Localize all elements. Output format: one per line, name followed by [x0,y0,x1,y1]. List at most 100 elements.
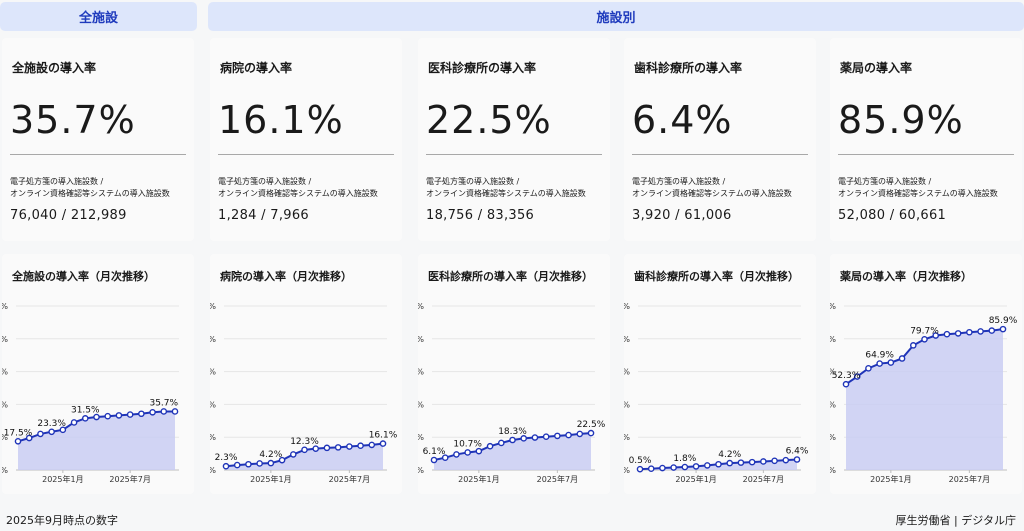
data-point [932,332,940,339]
data-point [379,440,387,447]
data-point [357,442,364,450]
kpi-note-line1: 電子処方箋の導入施設数 / [218,177,312,186]
x-tick-label: 2025年1月 [870,474,911,484]
data-point [842,380,850,388]
data-point [921,335,928,343]
kpi-note-line1: 電子処方箋の導入施設数 / [838,177,932,186]
y-tick-label: 100% [830,302,836,311]
chart-plot: 0% 20% 40% 60% 80% 100% 52.3% 64.9% 79.7% 85.9% 20… [830,302,1018,484]
data-point [115,412,123,419]
data-point [334,444,342,451]
data-point [486,442,494,450]
data-point [37,430,44,438]
y-tick-label: 40% [624,400,630,409]
data-point [726,459,734,467]
x-tick-label: 2025年1月 [42,474,83,484]
data-point [453,451,460,458]
kpi-count: 76,040 / 212,989 [10,208,127,223]
data-point [323,444,331,452]
data-label: 6.1% [423,447,446,457]
y-tick-label: 20% [624,433,630,442]
chart-plot: 0% 20% 40% 60% 80% 100% 17.5% 23.3% 31.5% 35.7% 20… [2,302,179,484]
data-point [542,433,550,441]
kpi-note: 電子処方箋の導入施設数 / オンライン資格確認等システムの導入施設数 [838,176,998,200]
kpi-rate: 35.7% [10,98,136,142]
data-point [289,451,297,458]
kpi-note-line1: 電子処方箋の導入施設数 / [632,177,726,186]
data-point [81,415,89,422]
data-label: 85.9% [989,316,1018,326]
kpi-note-line2: オンライン資格確認等システムの導入施設数 [632,189,792,198]
divider [426,154,602,155]
data-point [301,446,308,454]
y-tick-label: 20% [418,433,424,442]
y-tick-label: 80% [2,335,8,344]
data-point [999,325,1007,333]
y-tick-label: 100% [210,302,216,311]
area-fill [846,329,1003,470]
kpi-note-line2: オンライン資格確認等システムの導入施設数 [218,189,378,198]
divider [10,154,186,155]
kpi-title: 病院の導入率 [220,61,293,75]
header-all-facilities: 全施設 [0,2,197,31]
x-tick-label: 2025年1月 [458,474,499,484]
data-point [256,460,263,467]
data-point [565,431,572,439]
trend-chart-pharmacy: 薬局の導入率（月次推移） 0% 20% 40% 60% 80% 100% 52.3% 64.9… [830,254,1022,494]
header-by-facility: 施設別 [208,2,1024,31]
trend-chart-dental-clinic: 歯科診療所の導入率（月次推移） 0% 20% 40% 60% 80% 100% 0.5% 1.… [624,254,816,494]
data-point [715,460,722,468]
chart-plot: 0% 20% 40% 60% 80% 100% 0.5% 1.8% 4.2% 6.4% 2025年1… [624,302,809,484]
y-tick-label: 80% [624,335,630,344]
data-label: 6.4% [786,447,809,457]
y-tick-label: 80% [418,335,424,344]
kpi-card-all: 全施設の導入率 35.7% 電子処方箋の導入施設数 / オンライン資格確認等システ… [2,38,194,241]
divider [632,154,808,155]
data-point [909,342,917,349]
footer-source: 厚生労働省 | デジタル庁 [895,514,1016,527]
x-tick-label: 2025年1月 [675,474,716,484]
data-label: 64.9% [865,351,894,361]
y-tick-label: 80% [210,335,216,344]
kpi-rate: 85.9% [838,98,964,142]
y-tick-label: 40% [418,400,424,409]
data-point [760,458,767,465]
data-point [267,459,275,467]
data-label: 4.2% [718,450,741,460]
data-label: 22.5% [577,420,606,430]
data-label: 12.3% [290,437,319,447]
area-fill [18,411,175,470]
data-point [475,447,483,455]
chart-title: 薬局の導入率（月次推移） [840,270,972,283]
kpi-rate: 16.1% [218,98,344,142]
data-label: 52.3% [832,371,861,381]
data-label: 1.8% [673,454,696,464]
data-point [441,454,449,461]
chart-plot: 0% 20% 40% 60% 80% 100% 6.1% 10.7% 18.3% 22.5% 202… [418,302,606,484]
kpi-title: 医科診療所の導入率 [428,61,537,75]
footer-date-note: 2025年9月時点の数字 [6,514,118,527]
data-point [104,412,112,420]
y-tick-label: 20% [830,433,836,442]
data-point [171,408,179,415]
data-point [14,437,22,445]
data-point [793,456,801,463]
kpi-card-medical-clinic: 医科診療所の導入率 22.5% 電子処方箋の導入施設数 / オンライン資格確認等シ… [418,38,610,241]
data-label: 4.2% [259,450,282,460]
data-point [681,463,689,471]
chart-title: 歯科診療所の導入率（月次推移） [634,270,799,283]
kpi-title: 歯科診療所の導入率 [634,61,743,75]
data-point [636,465,644,473]
x-tick-label: 2025年7月 [743,474,784,484]
kpi-rate: 22.5% [426,98,552,142]
y-tick-label: 0% [418,466,424,475]
data-point [898,355,906,362]
kpi-count: 18,756 / 83,356 [426,208,535,223]
kpi-note-line2: オンライン資格確認等システムの導入施設数 [426,189,586,198]
data-point [222,462,230,470]
kpi-count: 52,080 / 60,661 [838,208,947,223]
data-point [149,408,156,416]
data-point [509,436,516,444]
trend-chart-hospital: 病院の導入率（月次推移） 0% 20% 40% 60% 80% 100% 2.3% 4.2% 1… [210,254,402,494]
kpi-title: 薬局の導入率 [840,61,913,75]
